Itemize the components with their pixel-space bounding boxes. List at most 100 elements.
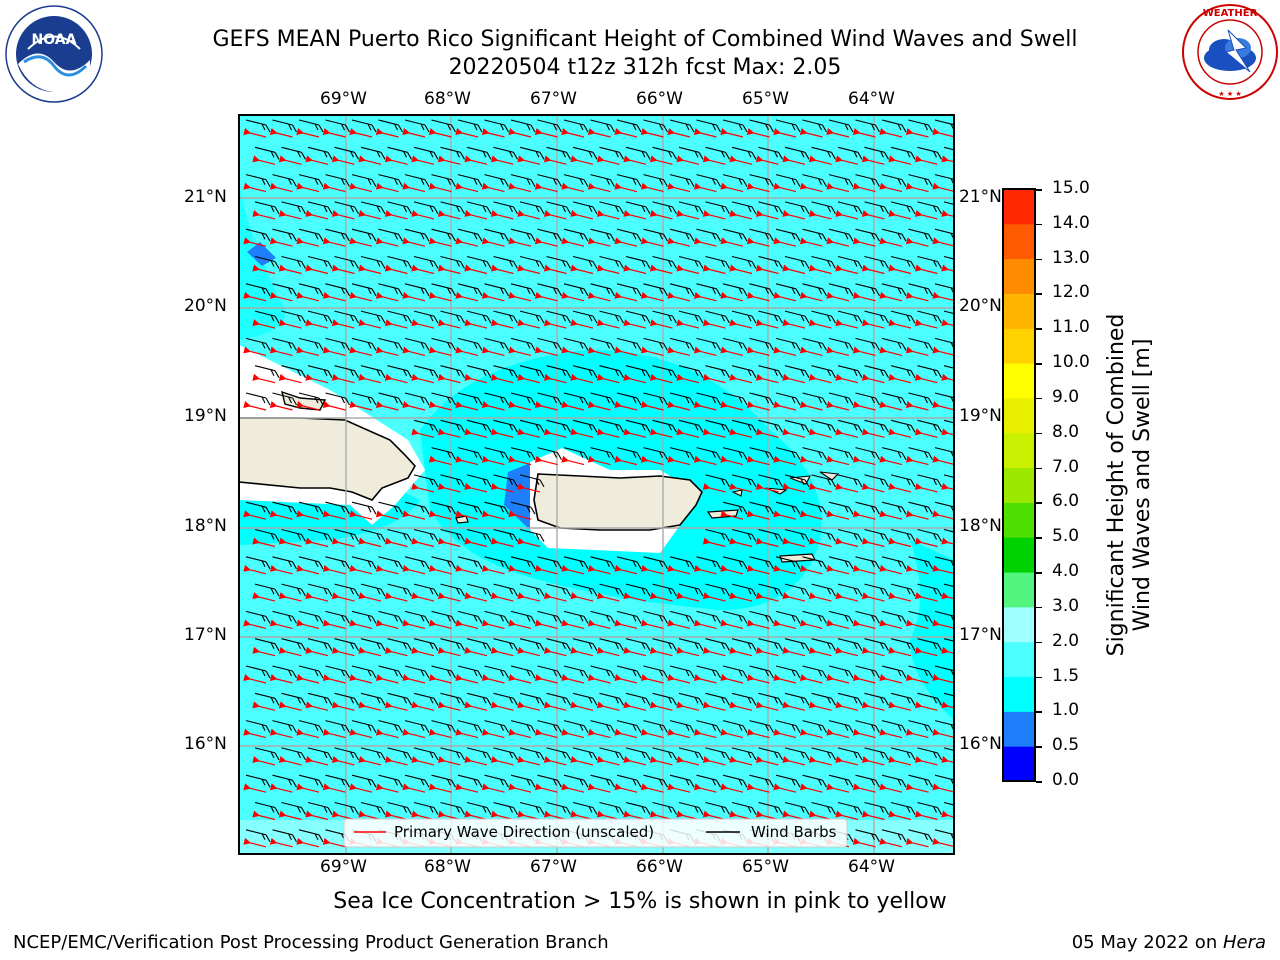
wind-barb (811, 528, 836, 542)
wind-barb (546, 583, 571, 597)
wind-barb (413, 638, 439, 651)
wave-direction-arrow (614, 564, 638, 575)
wind-barb (811, 310, 836, 324)
wind-barb (758, 201, 783, 215)
wind-barb (669, 174, 695, 187)
wave-direction-arrow (888, 209, 912, 220)
wave-direction-arrow (667, 128, 691, 138)
lon-tick-top: 69°W (320, 89, 367, 109)
wind-barb (855, 174, 880, 187)
colorbar-block (1003, 432, 1035, 469)
wind-barb (245, 610, 271, 624)
wind-barb (599, 365, 624, 378)
wave-direction-arrow (243, 182, 267, 193)
lon-tick-top: 66°W (636, 89, 683, 109)
wave-direction-arrow (534, 128, 558, 138)
wave-direction-arrow (596, 592, 620, 602)
wave-direction-arrow (720, 455, 744, 466)
wave-direction-arrow (428, 237, 452, 247)
nws-logo: WEATHER ★ ★ ★ (1182, 4, 1278, 100)
wave-direction-arrow (490, 537, 514, 548)
wave-direction-arrow (596, 373, 620, 384)
colorbar-block (1003, 397, 1035, 434)
wave-direction-arrow (861, 264, 885, 275)
wind-barb (334, 365, 359, 378)
wave-direction-arrow (623, 264, 647, 275)
wind-barb (881, 228, 907, 242)
wave-direction-arrow (667, 401, 691, 411)
wave-direction-arrow (269, 182, 293, 193)
wind-barb (855, 283, 880, 297)
wind-barb (652, 255, 677, 269)
wave-direction-arrow (508, 237, 532, 247)
wave-direction-arrow (252, 373, 276, 384)
wind-barb (325, 556, 350, 570)
wind-barb (669, 119, 695, 133)
wind-barb (890, 255, 916, 269)
wind-barb (537, 119, 562, 133)
wave-direction-arrow (649, 428, 673, 438)
wind-barb (828, 119, 854, 133)
wind-barb (722, 119, 748, 133)
wave-direction-arrow (614, 182, 638, 193)
wave-direction-arrow (402, 128, 426, 138)
wave-direction-arrow (879, 510, 903, 520)
wave-direction-arrow (640, 619, 664, 629)
wind-barb (272, 174, 297, 187)
wave-direction-arrow (799, 182, 823, 193)
wind-barb (864, 474, 889, 488)
wind-barb (245, 556, 271, 570)
wave-direction-arrow (888, 373, 912, 384)
wave-direction-arrow (773, 182, 797, 193)
wave-direction-arrow (243, 619, 267, 629)
wind-barb (881, 447, 907, 460)
wave-direction-arrow (543, 155, 567, 165)
colorbar-tick (1036, 328, 1042, 330)
wave-direction-arrow (305, 155, 329, 165)
wave-direction-arrow (799, 564, 823, 575)
colorbar-block (1003, 606, 1035, 643)
colorbar-tick (1036, 572, 1042, 574)
wave-direction-arrow (755, 592, 779, 602)
wave-direction-arrow (932, 237, 954, 247)
wave-direction-arrow (614, 346, 638, 356)
colorbar-block (1003, 467, 1035, 503)
wind-barb (484, 556, 509, 570)
wind-barb (325, 392, 350, 406)
wind-barb (599, 146, 624, 160)
wind-barb (440, 146, 465, 160)
wave-direction-arrow (773, 455, 797, 466)
wave-direction-arrow (543, 264, 567, 275)
wave-direction-arrow (835, 373, 859, 384)
wave-direction-arrow (702, 155, 726, 165)
wind-barb (775, 610, 801, 624)
lon-tick-bottom: 65°W (742, 857, 789, 877)
colorbar-tick (1036, 189, 1042, 191)
wind-barb (484, 228, 509, 242)
colorbar-tick-label: 7.0 (1052, 456, 1080, 477)
wind-barb (510, 556, 536, 570)
wind-barb (908, 501, 933, 515)
wind-barb (828, 556, 854, 570)
wave-direction-arrow (437, 428, 461, 438)
wave-direction-arrow (702, 264, 726, 275)
wind-barb (572, 146, 598, 160)
wind-barb (705, 310, 730, 324)
wave-direction-arrow (941, 264, 954, 272)
wind-barb (298, 392, 324, 406)
wave-direction-arrow (570, 428, 594, 438)
wind-barb (272, 392, 297, 406)
wave-direction-arrow (614, 401, 638, 411)
wave-direction-arrow (826, 510, 850, 520)
wind-barb (387, 146, 412, 160)
wave-direction-arrow (932, 182, 954, 192)
wind-barb (272, 556, 297, 570)
wave-direction-arrow (252, 264, 276, 275)
wind-barb (696, 174, 721, 187)
wind-barb (722, 447, 748, 460)
wave-direction-arrow (782, 482, 806, 493)
wind-barb (298, 283, 324, 297)
wave-direction-arrow (322, 346, 346, 356)
wave-direction-arrow (746, 564, 770, 575)
wave-direction-arrow (481, 346, 505, 356)
